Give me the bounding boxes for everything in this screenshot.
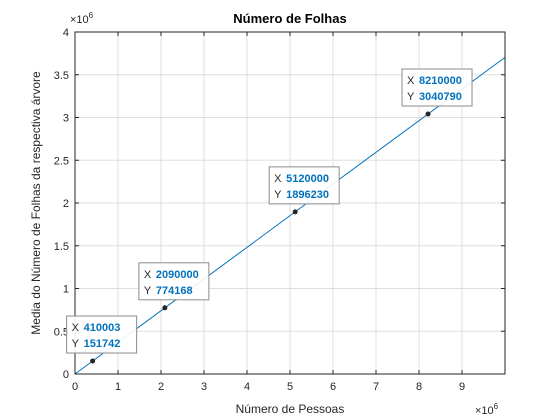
datatip-marker[interactable] xyxy=(162,305,168,311)
datatip-box xyxy=(401,68,473,107)
y-ticks: 0 0.5 1 1.5 2 2.5 3 3.5 4 xyxy=(54,27,505,381)
datatip-x-label: X xyxy=(144,269,152,281)
y-tick-label: 2.5 xyxy=(54,155,69,167)
x-tick-label: 1 xyxy=(115,381,121,393)
y-tick-label: 1.5 xyxy=(54,241,69,253)
datatip-marker[interactable] xyxy=(425,111,431,117)
datatip-marker[interactable] xyxy=(90,358,96,364)
chart-title: Número de Folhas xyxy=(233,11,346,26)
datatip-y-value: 3040790 xyxy=(419,91,462,103)
x-ticks: 0 1 2 3 4 5 6 7 8 9 xyxy=(72,32,465,393)
datatip[interactable]: X 5120000 Y 1896230 xyxy=(268,166,340,215)
datatip-x-value: 410003 xyxy=(84,322,121,334)
y-axis-title: Media do Número de Folhas da respectiva … xyxy=(29,71,43,335)
datatip-box xyxy=(138,262,210,301)
datatip-x-value: 5120000 xyxy=(286,173,329,185)
datatip[interactable]: X 410003 Y 151742 xyxy=(66,315,138,364)
datatip[interactable]: X 2090000 Y 774168 xyxy=(138,262,210,311)
series-line xyxy=(74,56,506,375)
x-tick-label: 6 xyxy=(330,381,336,393)
datatip-marker[interactable] xyxy=(292,209,298,215)
datatip-y-label: Y xyxy=(144,285,152,297)
x-tick-label: 3 xyxy=(201,381,207,393)
x-tick-label: 8 xyxy=(416,381,422,393)
datatip-x-value: 8210000 xyxy=(419,75,462,87)
y-tick-label: 3.5 xyxy=(54,70,69,82)
datatip-y-value: 1896230 xyxy=(286,189,329,201)
datatip-box xyxy=(66,315,138,354)
y-tick-label: 0 xyxy=(63,369,69,381)
datatip-box xyxy=(268,166,340,205)
y-tick-label: 3 xyxy=(63,113,69,125)
y-tick-label: 4 xyxy=(63,27,69,39)
y-tick-label: 1 xyxy=(63,284,69,296)
y-tick-label: 0.5 xyxy=(54,326,69,338)
x-axis-title: Número de Pessoas xyxy=(236,402,345,416)
datatip-x-label: X xyxy=(274,173,282,185)
x-tick-label: 4 xyxy=(244,381,250,393)
x-tick-label: 7 xyxy=(373,381,379,393)
x-tick-label: 0 xyxy=(72,381,78,393)
datatip-x-value: 2090000 xyxy=(156,269,199,281)
datatip-y-value: 151742 xyxy=(84,338,121,350)
datatip-y-label: Y xyxy=(72,338,80,350)
y-exponent-label: ×106 xyxy=(70,11,94,26)
datatip[interactable]: X 8210000 Y 3040790 xyxy=(401,68,473,117)
x-exponent-label: ×106 xyxy=(475,402,499,417)
datatip-y-label: Y xyxy=(274,189,282,201)
datatip-y-label: Y xyxy=(407,91,415,103)
datatip-y-value: 774168 xyxy=(156,285,193,297)
y-tick-label: 2 xyxy=(63,198,69,210)
x-tick-label: 2 xyxy=(158,381,164,393)
series-layer xyxy=(74,56,506,375)
x-tick-label: 5 xyxy=(287,381,293,393)
datatip-x-label: X xyxy=(72,322,80,334)
x-tick-label: 9 xyxy=(459,381,465,393)
datatip-x-label: X xyxy=(407,75,415,87)
